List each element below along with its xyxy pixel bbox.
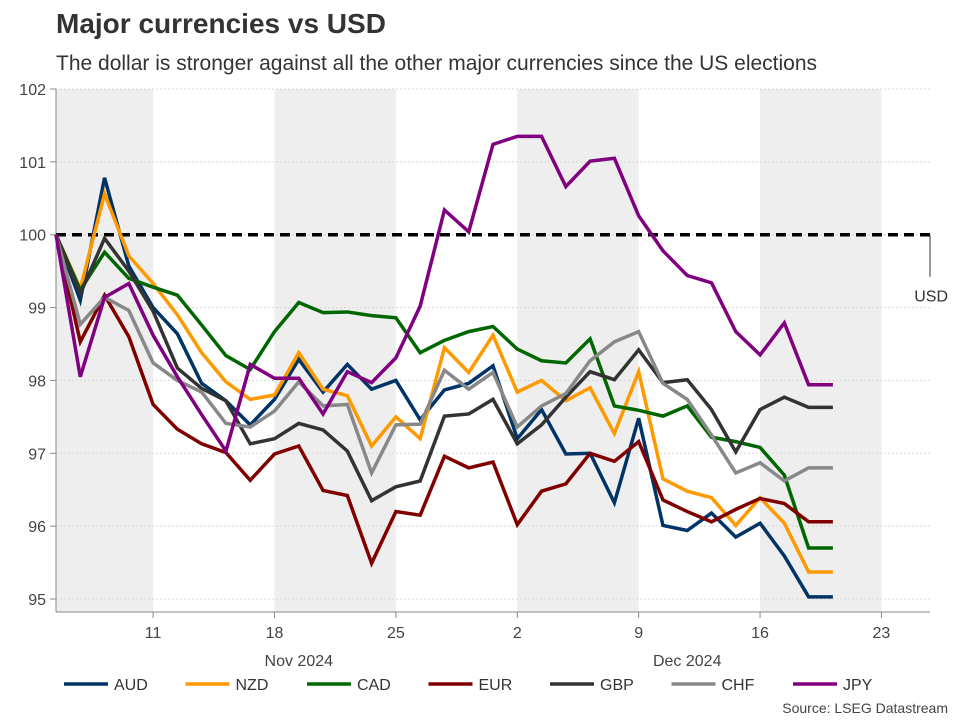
y-tick-label: 96 <box>28 519 46 536</box>
legend-label-nzd: NZD <box>236 677 269 694</box>
x-tick-label: 25 <box>387 625 405 642</box>
series-line-gbp <box>54 234 833 504</box>
x-tick-label: 11 <box>145 625 162 642</box>
usd-label: USD <box>914 289 948 306</box>
legend-label-chf: CHF <box>722 677 755 694</box>
legend-label-gbp: GBP <box>600 677 634 694</box>
y-tick-label: 102 <box>19 82 46 99</box>
x-tick-label: 2 <box>513 625 522 642</box>
shaded-band <box>56 89 154 612</box>
x-tick-label: 16 <box>751 625 769 642</box>
y-tick-label: 99 <box>28 301 46 318</box>
y-tick-label: 97 <box>28 446 46 463</box>
legend-label-jpy: JPY <box>843 677 873 694</box>
month-label: Nov 2024 <box>265 653 334 670</box>
legend-label-eur: EUR <box>479 677 513 694</box>
legend-label-aud: AUD <box>114 677 148 694</box>
source-note: Source: LSEG Datastream <box>782 700 948 716</box>
series-line-jpy <box>54 134 833 456</box>
series-line-chf <box>54 234 833 484</box>
series-line-nzd <box>54 188 833 574</box>
legend-label-cad: CAD <box>357 677 391 694</box>
shaded-band <box>760 89 882 612</box>
chart-title: Major currencies vs USD <box>56 8 386 39</box>
y-tick-label: 98 <box>28 373 46 390</box>
y-tick-label: 101 <box>19 155 46 172</box>
chart-subtitle: The dollar is stronger against all the o… <box>56 52 818 75</box>
x-tick-label: 18 <box>266 625 284 642</box>
month-label: Dec 2024 <box>653 653 722 670</box>
series-line-aud <box>54 177 833 599</box>
shaded-band <box>274 89 396 612</box>
y-tick-label: 100 <box>19 228 46 245</box>
y-tick-label: 95 <box>28 592 46 609</box>
x-tick-label: 23 <box>873 625 891 642</box>
series-line-cad <box>54 234 833 550</box>
series-line-eur <box>54 234 833 568</box>
x-tick-label: 9 <box>634 625 643 642</box>
